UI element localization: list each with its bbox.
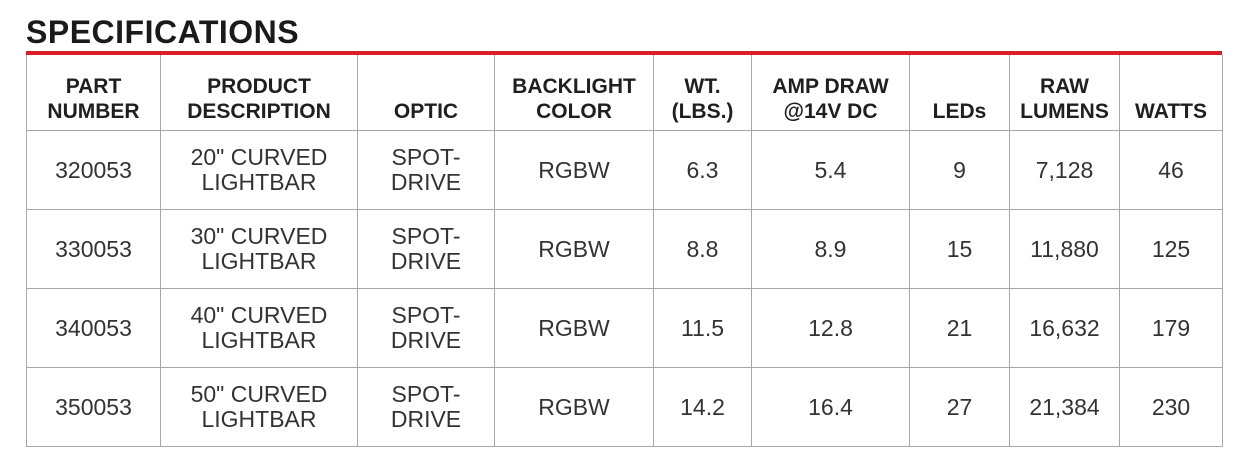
lumens-cell: 21,384: [1009, 367, 1120, 447]
description-line: 20" CURVED: [190, 144, 328, 170]
watts-cell: 46: [1119, 130, 1223, 210]
col-header-weight: WT. (LBS.): [653, 55, 752, 131]
table-row: 340053 40" CURVED LIGHTBAR SPOT- DRIVE R…: [26, 288, 1223, 368]
description-line: LIGHTBAR: [201, 327, 317, 353]
specifications-table: PART NUMBER PRODUCT DESCRIPTION OPTIC BA…: [26, 55, 1223, 447]
backlight-cell: RGBW: [494, 209, 654, 289]
optic-line: SPOT-: [391, 381, 461, 407]
backlight-cell: RGBW: [494, 288, 654, 368]
header-row: PART NUMBER PRODUCT DESCRIPTION OPTIC BA…: [26, 55, 1223, 131]
description-line: LIGHTBAR: [201, 169, 317, 195]
amp-draw-cell: 12.8: [751, 288, 910, 368]
optic-cell: SPOT- DRIVE: [357, 367, 495, 447]
header-line: OPTIC: [393, 100, 459, 123]
optic-cell: SPOT- DRIVE: [357, 130, 495, 210]
header-line: COLOR: [536, 100, 612, 123]
header-line: DESCRIPTION: [187, 100, 331, 123]
optic-cell: SPOT- DRIVE: [357, 209, 495, 289]
header-line: WT.: [684, 75, 721, 98]
header-line: RAW: [1040, 75, 1089, 98]
amp-draw-cell: 16.4: [751, 367, 910, 447]
table-row: 330053 30" CURVED LIGHTBAR SPOT- DRIVE R…: [26, 209, 1223, 289]
weight-cell: 11.5: [653, 288, 752, 368]
optic-line: DRIVE: [390, 169, 462, 195]
col-header-leds: LEDs: [909, 55, 1010, 131]
table-row: 320053 20" CURVED LIGHTBAR SPOT- DRIVE R…: [26, 130, 1223, 210]
header-line: LUMENS: [1020, 100, 1109, 123]
backlight-cell: RGBW: [494, 130, 654, 210]
header-line: @14V DC: [783, 100, 878, 123]
weight-cell: 8.8: [653, 209, 752, 289]
col-header-part-number: PART NUMBER: [26, 55, 161, 131]
optic-line: SPOT-: [391, 144, 461, 170]
description-line: 40" CURVED: [190, 302, 328, 328]
header-line: LEDs: [932, 100, 987, 123]
leds-cell: 15: [909, 209, 1010, 289]
col-header-watts: WATTS: [1119, 55, 1223, 131]
weight-cell: 6.3: [653, 130, 752, 210]
optic-line: DRIVE: [390, 248, 462, 274]
header-line: NUMBER: [47, 100, 140, 123]
page-title: SPECIFICATIONS: [26, 14, 300, 50]
optic-line: DRIVE: [390, 406, 462, 432]
backlight-cell: RGBW: [494, 367, 654, 447]
leds-cell: 27: [909, 367, 1010, 447]
description-cell: 30" CURVED LIGHTBAR: [160, 209, 358, 289]
watts-cell: 230: [1119, 367, 1223, 447]
amp-draw-cell: 5.4: [751, 130, 910, 210]
header-line: AMP DRAW: [772, 75, 889, 98]
header-line: WATTS: [1135, 100, 1207, 123]
watts-cell: 179: [1119, 288, 1223, 368]
header-line: PART: [65, 75, 122, 98]
optic-cell: SPOT- DRIVE: [357, 288, 495, 368]
leds-cell: 9: [909, 130, 1010, 210]
description-line: LIGHTBAR: [201, 406, 317, 432]
col-header-amp-draw: AMP DRAW @14V DC: [751, 55, 910, 131]
lumens-cell: 7,128: [1009, 130, 1120, 210]
title-rule: [26, 51, 1222, 55]
part-number-cell: 320053: [26, 130, 161, 210]
col-header-backlight-color: BACKLIGHT COLOR: [494, 55, 654, 131]
col-header-product-description: PRODUCT DESCRIPTION: [160, 55, 358, 131]
lumens-cell: 11,880: [1009, 209, 1120, 289]
optic-line: SPOT-: [391, 223, 461, 249]
optic-line: DRIVE: [390, 327, 462, 353]
watts-cell: 125: [1119, 209, 1223, 289]
col-header-optic: OPTIC: [357, 55, 495, 131]
description-line: 50" CURVED: [190, 381, 328, 407]
table-row: 350053 50" CURVED LIGHTBAR SPOT- DRIVE R…: [26, 367, 1223, 447]
col-header-raw-lumens: RAW LUMENS: [1009, 55, 1120, 131]
amp-draw-cell: 8.9: [751, 209, 910, 289]
description-line: LIGHTBAR: [201, 248, 317, 274]
lumens-cell: 16,632: [1009, 288, 1120, 368]
weight-cell: 14.2: [653, 367, 752, 447]
leds-cell: 21: [909, 288, 1010, 368]
optic-line: SPOT-: [391, 302, 461, 328]
description-cell: 50" CURVED LIGHTBAR: [160, 367, 358, 447]
header-line: BACKLIGHT: [512, 75, 636, 98]
part-number-cell: 350053: [26, 367, 161, 447]
description-cell: 40" CURVED LIGHTBAR: [160, 288, 358, 368]
description-line: 30" CURVED: [190, 223, 328, 249]
description-cell: 20" CURVED LIGHTBAR: [160, 130, 358, 210]
part-number-cell: 340053: [26, 288, 161, 368]
header-line: (LBS.): [671, 100, 734, 123]
part-number-cell: 330053: [26, 209, 161, 289]
header-line: PRODUCT: [207, 75, 311, 98]
